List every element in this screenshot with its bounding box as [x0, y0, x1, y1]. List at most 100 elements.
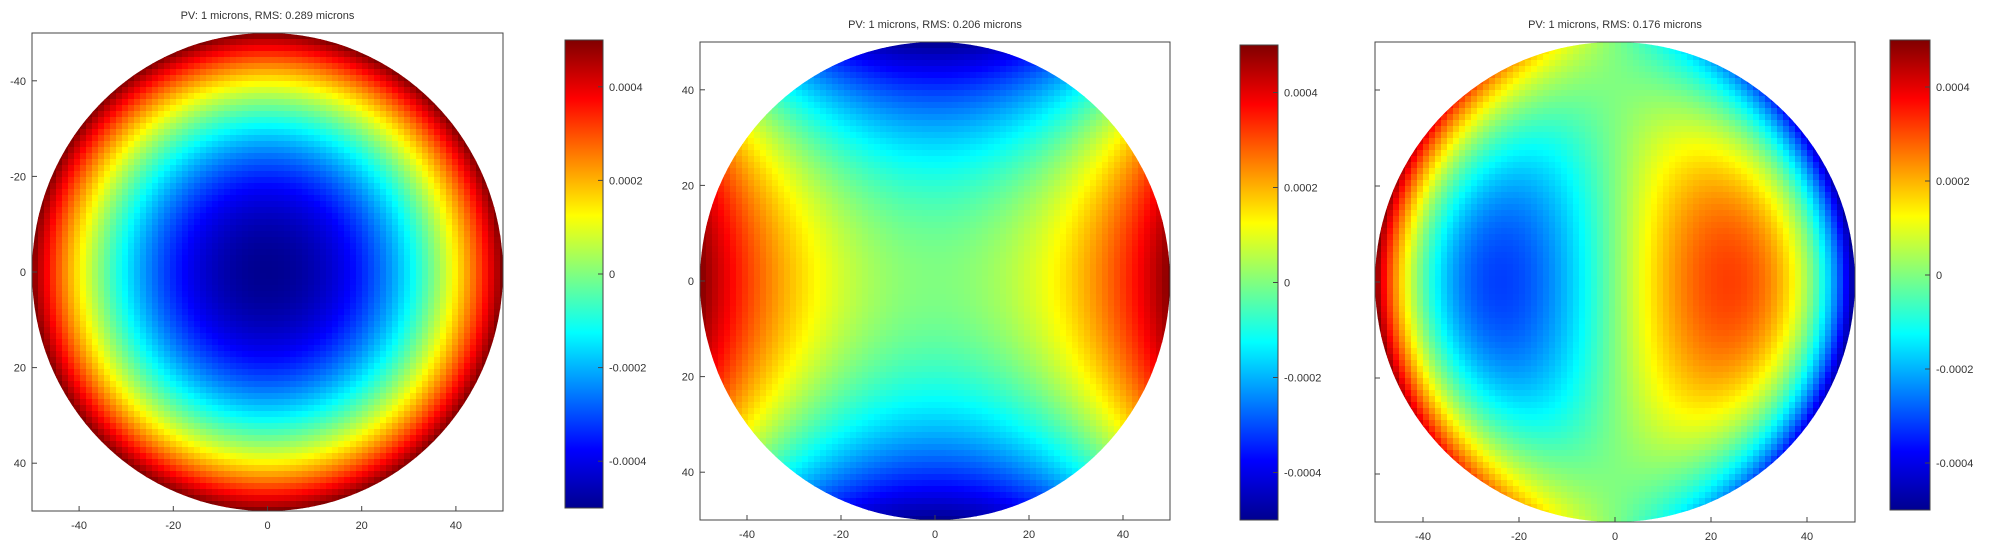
heatmap-cell	[344, 459, 351, 466]
heatmap-cell	[416, 315, 423, 322]
heatmap-cell	[308, 321, 315, 328]
heatmap-cell	[404, 291, 411, 298]
heatmap-cell	[302, 429, 309, 436]
heatmap-cell	[440, 393, 447, 400]
heatmap-cell	[92, 183, 99, 190]
heatmap-cell	[362, 75, 369, 82]
heatmap-cell	[152, 429, 159, 436]
heatmap-cell	[308, 69, 315, 76]
heatmap-cell	[404, 369, 411, 376]
heatmap-cell	[38, 321, 45, 328]
heatmap-cell	[206, 39, 213, 46]
heatmap-cell	[242, 141, 249, 148]
heatmap-cell	[386, 333, 393, 340]
heatmap-cell	[326, 309, 333, 316]
heatmap-cell	[140, 441, 147, 448]
heatmap-cell	[368, 63, 375, 70]
heatmap-cell	[182, 459, 189, 466]
heatmap-cell	[314, 189, 321, 196]
heatmap-cell	[146, 339, 153, 346]
heatmap-cell	[446, 279, 453, 286]
heatmap-cell	[476, 219, 483, 226]
heatmap-cell	[314, 93, 321, 100]
heatmap-cell	[422, 453, 429, 460]
heatmap-cell	[212, 405, 219, 412]
heatmap-cell	[266, 201, 273, 208]
heatmap-cell	[464, 129, 471, 136]
heatmap-cell	[116, 381, 123, 388]
heatmap-cell	[356, 435, 363, 442]
heatmap-cell	[44, 177, 51, 184]
heatmap-cell	[104, 309, 111, 316]
heatmap-cell	[326, 39, 333, 46]
heatmap-cell	[266, 417, 273, 424]
heatmap-cell	[398, 117, 405, 124]
heatmap-cell	[62, 267, 69, 274]
heatmap-cell	[206, 189, 213, 196]
heatmap-cell	[254, 243, 261, 250]
heatmap-cell	[128, 207, 135, 214]
heatmap-cell	[158, 81, 165, 88]
heatmap-cell	[116, 153, 123, 160]
heatmap-cell	[386, 369, 393, 376]
heatmap-cell	[386, 177, 393, 184]
heatmap-cell	[230, 243, 237, 250]
heatmap-cell	[452, 405, 459, 412]
heatmap-cell	[332, 429, 339, 436]
heatmap-cell	[458, 327, 465, 334]
heatmap-cell	[356, 153, 363, 160]
heatmap-cell	[134, 183, 141, 190]
heatmap-cell	[416, 423, 423, 430]
heatmap-cell	[134, 447, 141, 454]
heatmap-cell	[392, 417, 399, 424]
heatmap-cell	[50, 309, 57, 316]
heatmap-cell	[92, 99, 99, 106]
heatmap-cell	[80, 243, 87, 250]
heatmap-cell	[254, 225, 261, 232]
heatmap-cell	[266, 297, 273, 304]
heatmap-cell	[278, 45, 285, 52]
heatmap-cell	[74, 141, 81, 148]
heatmap-cell	[218, 465, 225, 472]
heatmap-cell	[404, 273, 411, 280]
heatmap-cell	[272, 231, 279, 238]
heatmap-cell	[458, 267, 465, 274]
heatmap-cell	[350, 423, 357, 430]
heatmap-cell	[242, 273, 249, 280]
heatmap-cell	[38, 333, 45, 340]
heatmap-cell	[212, 183, 219, 190]
heatmap-cell	[404, 411, 411, 418]
heatmap-cell	[416, 261, 423, 268]
heatmap-cell	[326, 207, 333, 214]
heatmap-cell	[188, 243, 195, 250]
heatmap-cell	[356, 63, 363, 70]
heatmap-cell	[236, 393, 243, 400]
heatmap-cell	[224, 75, 231, 82]
heatmap-cell	[404, 345, 411, 352]
heatmap-cell	[488, 279, 495, 286]
heatmap-cell	[278, 333, 285, 340]
heatmap-cell	[206, 261, 213, 268]
heatmap-cell	[404, 417, 411, 424]
heatmap-cell	[428, 123, 435, 130]
heatmap-cell	[98, 237, 105, 244]
heatmap-cell	[236, 309, 243, 316]
heatmap-cell	[50, 279, 57, 286]
heatmap-cell	[290, 141, 297, 148]
heatmap-cell	[56, 141, 63, 148]
heatmap-cell	[194, 57, 201, 64]
heatmap-cell	[98, 291, 105, 298]
heatmap-cell	[140, 153, 147, 160]
heatmap-cell	[86, 105, 93, 112]
heatmap-cell	[416, 405, 423, 412]
heatmap-cell	[470, 141, 477, 148]
heatmap-cell	[152, 303, 159, 310]
heatmap-cell	[356, 75, 363, 82]
heatmap-cell	[356, 261, 363, 268]
heatmap-cell	[464, 189, 471, 196]
heatmap-cell	[242, 381, 249, 388]
heatmap-cell	[338, 189, 345, 196]
heatmap-cell	[500, 255, 503, 262]
heatmap-cell	[206, 201, 213, 208]
heatmap-cell	[272, 351, 279, 358]
